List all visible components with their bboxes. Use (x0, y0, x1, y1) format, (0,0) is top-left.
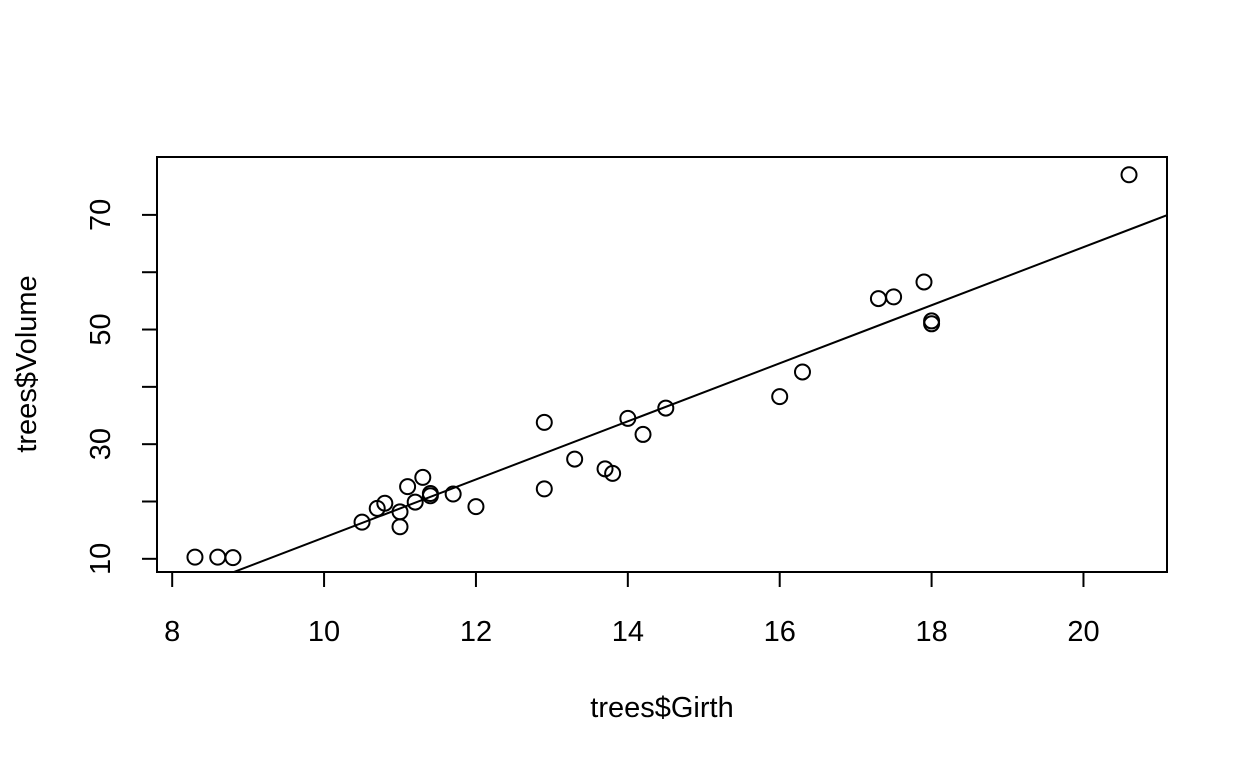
regression-line (231, 214, 1167, 572)
y-tick-label: 70 (85, 199, 117, 231)
x-tick-label: 14 (612, 616, 644, 648)
data-point (566, 450, 584, 468)
data-point (391, 518, 409, 536)
x-axis: 8 10 12 14 16 18 20 (164, 571, 1100, 648)
data-point (391, 503, 409, 521)
data-point (421, 484, 439, 502)
data-point (535, 413, 553, 431)
y-tick-label: 10 (85, 543, 117, 575)
points-layer (186, 166, 1138, 567)
x-axis-title: trees$Girth (590, 692, 733, 724)
data-point (535, 480, 553, 498)
data-point (414, 468, 432, 486)
data-point (923, 315, 941, 333)
y-axis-title: trees$Volume (11, 275, 43, 452)
data-point (771, 388, 789, 406)
data-point (657, 399, 675, 417)
x-tick-label: 20 (1067, 616, 1099, 648)
data-point (793, 363, 811, 381)
data-point (467, 498, 485, 516)
data-point (885, 288, 903, 306)
data-point (869, 290, 887, 308)
y-axis: 10 30 50 70 (85, 199, 158, 575)
data-point (224, 549, 242, 567)
x-tick-label: 12 (460, 616, 492, 648)
data-point (619, 409, 637, 427)
x-tick-label: 8 (164, 616, 180, 648)
x-tick-label: 18 (915, 616, 947, 648)
data-point (186, 548, 204, 566)
data-point (444, 485, 462, 503)
data-point (634, 425, 652, 443)
x-tick-label: 10 (308, 616, 340, 648)
x-tick-label: 16 (764, 616, 796, 648)
plot-frame (156, 156, 1168, 573)
y-tick-label: 30 (85, 428, 117, 460)
data-point (353, 513, 371, 531)
data-point (604, 464, 622, 482)
data-point (399, 478, 417, 496)
data-point (1120, 166, 1138, 184)
regression-line-layer (231, 214, 1167, 572)
data-point (376, 494, 394, 512)
data-point (406, 493, 424, 511)
data-point (209, 548, 227, 566)
data-point (915, 273, 933, 291)
y-tick-label: 50 (85, 313, 117, 345)
